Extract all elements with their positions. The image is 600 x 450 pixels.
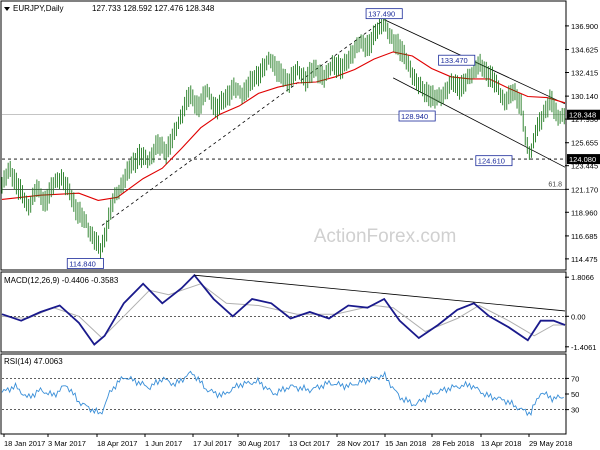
macd-signal-line <box>1 283 565 339</box>
price-annotation-label: 128.940 <box>401 112 428 121</box>
macd-panel-frame <box>0 271 567 353</box>
price-annotation-label: 133.470 <box>441 56 468 65</box>
last-price-tag <box>567 109 600 120</box>
x-tick-label: 13 Apr 2018 <box>481 439 521 448</box>
macd-tick-label: -1.4061 <box>571 343 596 352</box>
price-annotation-box <box>475 155 513 167</box>
price-annotation-box <box>365 8 403 20</box>
rsi-line <box>1 370 564 417</box>
price-annotations: 137.490 133.470 128.940 124.610 114.840 <box>66 8 513 269</box>
price-tick-label: 132.415 <box>571 68 598 77</box>
x-tick-label: 28 Feb 2018 <box>432 439 474 448</box>
price-annotation-box <box>66 258 104 269</box>
macd-plot <box>1 273 566 346</box>
macd-label: MACD(12,26,9) -0.4406 -0.3583 <box>4 276 119 285</box>
price-plot <box>1 13 566 261</box>
x-tick-label: 15 Jan 2018 <box>385 439 426 448</box>
x-tick-label: 3 Mar 2017 <box>48 439 86 448</box>
price-tick-label: 123.445 <box>571 162 598 171</box>
x-tick-label: 13 Oct 2017 <box>289 439 330 448</box>
price-annotation-box <box>438 54 476 66</box>
price-panel-frame <box>0 0 567 271</box>
price-tick-label: 134.625 <box>571 46 598 55</box>
support-price-tag <box>567 154 600 165</box>
rsi-tick-label: 50 <box>571 390 579 399</box>
price-tags: 128.348 124.080 <box>567 109 600 165</box>
price-tick-label: 116.685 <box>571 232 598 241</box>
x-tick-label: 18 Jan 2017 <box>4 439 45 448</box>
price-annotation-label: 114.840 <box>69 259 96 268</box>
x-tick-label: 18 Apr 2017 <box>97 439 137 448</box>
price-panel-header: EURJPY,Daily 127.733 128.592 127.476 128… <box>4 4 215 13</box>
macd-trend-line <box>194 274 566 312</box>
price-tick-label: 118.960 <box>571 208 598 217</box>
price-annotation-label: 137.490 <box>368 10 395 19</box>
watermark: ActionForex.com <box>314 226 457 247</box>
price-tick-label: 114.475 <box>571 255 598 264</box>
macd-tick-label: 1.8066 <box>571 273 594 282</box>
price-annotation-box <box>398 110 436 122</box>
macd-line <box>1 273 566 346</box>
rsi-tick-label: 30 <box>571 406 579 415</box>
price-bars <box>1 13 565 261</box>
rising-trend-line <box>101 19 385 226</box>
x-tick-label: 29 May 2018 <box>529 439 572 448</box>
rsi-tick-label: 70 <box>571 374 579 383</box>
x-tick-label: 1 Jun 2017 <box>145 439 182 448</box>
dropdown-triangle-icon <box>4 7 10 11</box>
rsi-plot <box>1 370 565 417</box>
price-tick-label: 136.900 <box>571 22 598 31</box>
fibonacci-label: 61.8 <box>548 181 562 188</box>
ohlc-values: 127.733 128.592 127.476 128.348 <box>92 4 215 13</box>
symbol-title: EURJPY,Daily <box>13 4 64 13</box>
x-axis-ticks: 18 Jan 2017 3 Mar 2017 18 Apr 2017 1 Jun 20… <box>3 434 572 448</box>
price-levels: 61.8 <box>2 114 565 190</box>
price-tick-label: 125.655 <box>571 139 598 148</box>
x-tick-label: 17 Jul 2017 <box>193 439 232 448</box>
price-annotation-label: 124.610 <box>478 157 505 166</box>
x-tick-label: 28 Nov 2017 <box>337 439 380 448</box>
last-price-tag-label: 128.348 <box>569 111 596 120</box>
channel-line <box>392 77 566 168</box>
price-tick-label: 121.170 <box>571 185 598 194</box>
macd-tick-label: 0.00 <box>571 312 586 321</box>
x-tick-label: 30 Aug 2017 <box>238 439 280 448</box>
moving-average-line <box>1 51 566 201</box>
rsi-y-ticks: 70 50 30 <box>565 374 579 415</box>
support-price-tag-label: 124.080 <box>569 155 596 164</box>
rsi-label: RSI(14) 47.0063 <box>4 357 63 366</box>
macd-y-ticks: 1.8066 0.00 -1.4061 <box>565 273 596 352</box>
price-tick-label: 130.140 <box>571 92 598 101</box>
